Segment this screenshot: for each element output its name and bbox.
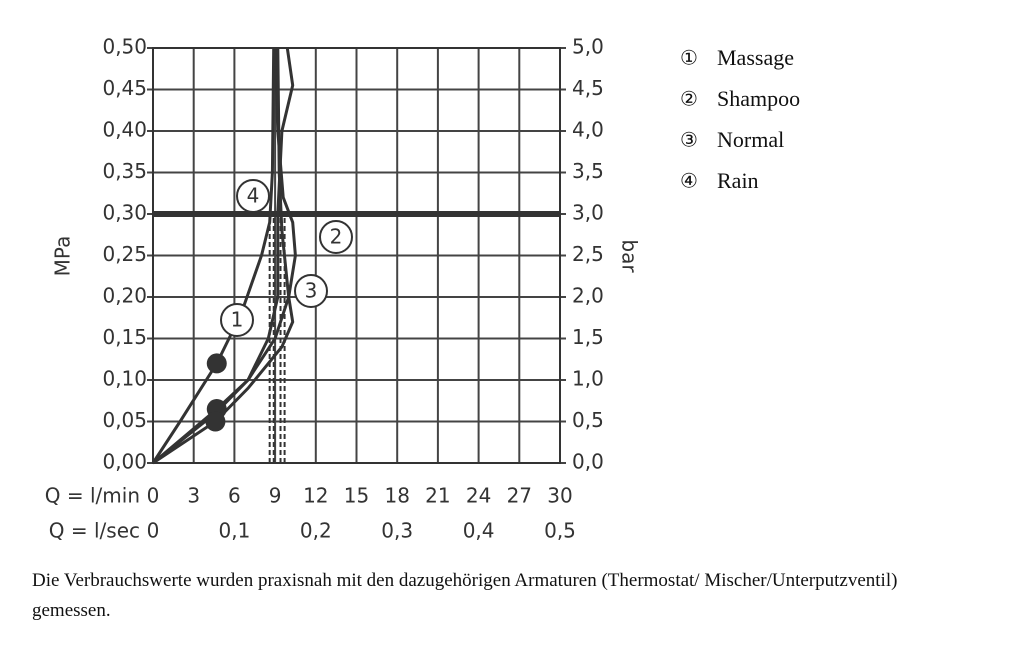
x-tick-label: 21	[425, 484, 450, 508]
y-tick-label: 0,50	[102, 35, 147, 59]
legend-label: Massage	[717, 45, 794, 70]
x-tick-label: 15	[344, 484, 369, 508]
y-tick-label: 0,20	[102, 284, 147, 308]
legend-symbol: ②	[680, 89, 698, 111]
y2-tick-label: 2,0	[572, 284, 604, 308]
x-tick-label: 24	[466, 484, 491, 508]
x-tick-label: 12	[303, 484, 328, 508]
y-tick-label: 0,10	[102, 367, 147, 391]
note: Die Verbrauchswerte wurden praxisnah mit…	[32, 570, 898, 621]
y2-tick-label: 5,0	[572, 35, 604, 59]
x-tick-label: 3	[187, 484, 200, 508]
marker	[205, 411, 226, 432]
x-axis-title: Q = l/min	[45, 484, 140, 508]
x-tick-label: 0	[147, 484, 160, 508]
marker	[206, 353, 227, 374]
y2-tick-label: 3,0	[572, 201, 604, 225]
y2-tick-label: 0,5	[572, 408, 604, 432]
y-tick-label: 0,00	[102, 450, 147, 474]
x2-tick-label: 0,4	[463, 519, 495, 543]
series-label: 2	[330, 225, 343, 249]
y-tick-label: 0,35	[102, 159, 147, 183]
y2-tick-label: 0,0	[572, 450, 604, 474]
x2-tick-label: 0,1	[218, 519, 250, 543]
legend-symbol: ①	[680, 48, 698, 70]
y2-tick-label: 1,5	[572, 325, 604, 349]
legend-symbol: ④	[680, 171, 698, 193]
series-label-circle	[236, 179, 270, 213]
series-label-circle	[220, 303, 254, 337]
x-tick-label: 6	[228, 484, 241, 508]
x-tick-label: 27	[507, 484, 532, 508]
y2-tick-label: 2,5	[572, 242, 604, 266]
x2-tick-label: 0,5	[544, 519, 576, 543]
series-line	[152, 47, 295, 465]
y-tick-label: 0,15	[102, 325, 147, 349]
series-label: 1	[231, 308, 244, 332]
x2-axis-title: Q = l/sec	[49, 519, 140, 543]
legend-label: Normal	[717, 127, 784, 152]
y2-tick-label: 1,0	[572, 367, 604, 391]
legend-symbol: ③	[680, 130, 698, 152]
x-tick-label: 18	[384, 484, 409, 508]
series-label: 3	[305, 279, 318, 303]
y2-axis-title: bar	[618, 239, 642, 273]
plot-frame	[152, 47, 561, 464]
x-tick-label: 9	[269, 484, 282, 508]
series-line	[151, 47, 276, 464]
y-tick-label: 0,45	[102, 76, 147, 100]
x2-tick-label: 0,2	[300, 519, 332, 543]
y2-tick-label: 3,5	[572, 159, 604, 183]
y2-tick-label: 4,5	[572, 76, 604, 100]
y-tick-label: 0,30	[102, 201, 147, 225]
series-label-circle	[294, 274, 328, 308]
x-tick-label: 30	[547, 484, 572, 508]
series-label-circle	[319, 220, 353, 254]
legend-label: Rain	[717, 168, 759, 193]
series-label: 4	[247, 184, 260, 208]
y2-tick-label: 4,0	[572, 118, 604, 142]
x2-tick-label: 0,3	[381, 519, 413, 543]
legend-label: Shampoo	[717, 86, 800, 111]
y-tick-label: 0,05	[102, 408, 147, 432]
y-tick-label: 0,25	[102, 242, 147, 266]
y-tick-label: 0,40	[102, 118, 147, 142]
y-axis-title: MPa	[51, 236, 75, 277]
x2-tick-label: 0	[147, 519, 160, 543]
